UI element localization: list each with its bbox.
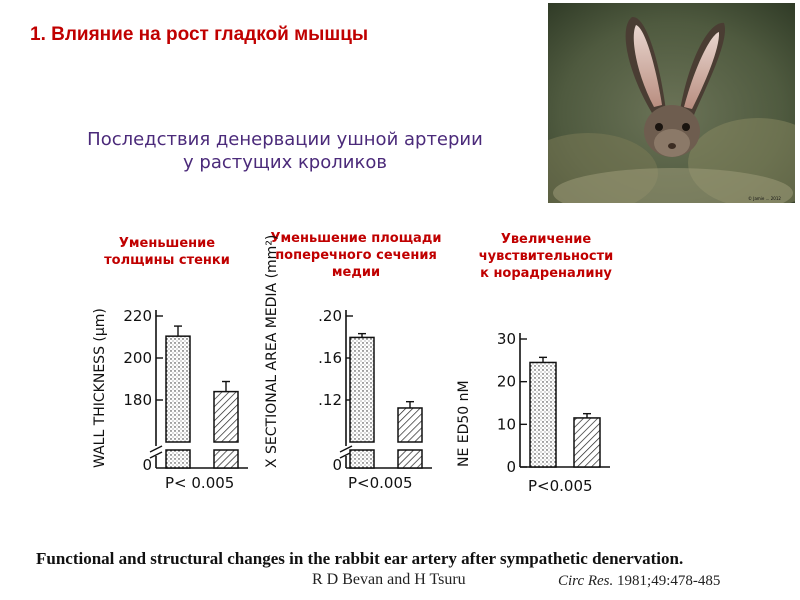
y-tick-label: .12 xyxy=(318,391,342,409)
p-value-annotation: P<0.005 xyxy=(348,474,413,492)
bar xyxy=(349,336,375,443)
p-value-annotation: P<0.005 xyxy=(528,477,593,495)
y-axis-label: X SECTIONAL AREA MEDIA (mm²) xyxy=(264,235,280,468)
bar xyxy=(165,335,191,443)
subtitle-line-2: у растущих кроликов xyxy=(183,152,387,173)
bar xyxy=(529,361,557,468)
journal-name: Circ Res. xyxy=(558,573,614,589)
bar xyxy=(573,417,601,468)
caption-line: Уменьшение площади xyxy=(270,231,442,246)
y-axis-label: NE ED50 nM xyxy=(456,380,472,467)
ne-ed50-chart: 30 20 10 0 NE ED50 nM P<0.005 xyxy=(456,330,610,495)
caption-media-area: Уменьшение площади поперечного сечения м… xyxy=(260,230,452,281)
bar-stub xyxy=(213,449,239,469)
y-tick-label: 0 xyxy=(332,456,342,474)
reference-journal: Circ Res. 1981;49:478-485 xyxy=(558,573,720,590)
y-tick-label: 0 xyxy=(142,456,152,474)
media-area-chart: .20 .16 .12 0 X SECTIONAL AREA MEDIA (mm²) P<… xyxy=(264,235,432,492)
axis-break-mark xyxy=(149,451,163,459)
reference-authors: R D Bevan and H Tsuru xyxy=(312,571,466,588)
wall-thickness-chart: 220 200 180 0 WALL THICKNESS (µm) P< 0.005 xyxy=(92,307,248,492)
axis-break-mark xyxy=(149,445,163,453)
axis-break-mark xyxy=(339,445,353,453)
caption-line: медии xyxy=(331,265,381,280)
journal-citation: 1981;49:478-485 xyxy=(617,573,721,589)
bar-stub xyxy=(349,449,375,469)
y-tick-label: .20 xyxy=(318,307,342,325)
y-tick-label: 20 xyxy=(497,373,516,391)
bar-stub xyxy=(165,449,191,469)
caption-line: Уменьшение xyxy=(118,236,216,251)
caption-line: поперечного сечения xyxy=(275,248,437,263)
subtitle-line-1: Последствия денервации ушной артерии xyxy=(87,129,483,150)
y-tick-label: 30 xyxy=(497,330,516,348)
hare-photo: © Jamie ... 2012 xyxy=(548,3,795,203)
caption-sensitivity: Увеличение чувствительности к норадренал… xyxy=(466,231,626,282)
y-tick-label: 180 xyxy=(123,391,152,409)
photo-copyright: © Jamie ... 2012 xyxy=(748,196,781,201)
y-tick-label: 200 xyxy=(123,349,152,367)
reference-title: Functional and structural changes in the… xyxy=(36,549,684,568)
bar-stub xyxy=(397,449,423,469)
p-value-annotation: P< 0.005 xyxy=(165,474,234,492)
slide-subtitle: Последствия денервации ушной артерии у р… xyxy=(60,128,510,174)
y-tick-label: 220 xyxy=(123,307,152,325)
caption-line: чувствительности xyxy=(478,249,614,264)
caption-line: толщины стенки xyxy=(104,253,230,268)
y-tick-label: 0 xyxy=(506,458,516,476)
bar xyxy=(397,407,423,443)
caption-wall-thickness: Уменьшение толщины стенки xyxy=(92,235,242,269)
slide-title: 1. Влияние на рост гладкой мышцы xyxy=(30,24,369,45)
bar xyxy=(213,390,239,443)
y-axis-label: WALL THICKNESS (µm) xyxy=(92,308,108,468)
y-tick-label: 10 xyxy=(497,415,516,433)
caption-line: к норадреналину xyxy=(480,266,612,281)
y-tick-label: .16 xyxy=(318,349,342,367)
caption-line: Увеличение xyxy=(500,232,592,247)
